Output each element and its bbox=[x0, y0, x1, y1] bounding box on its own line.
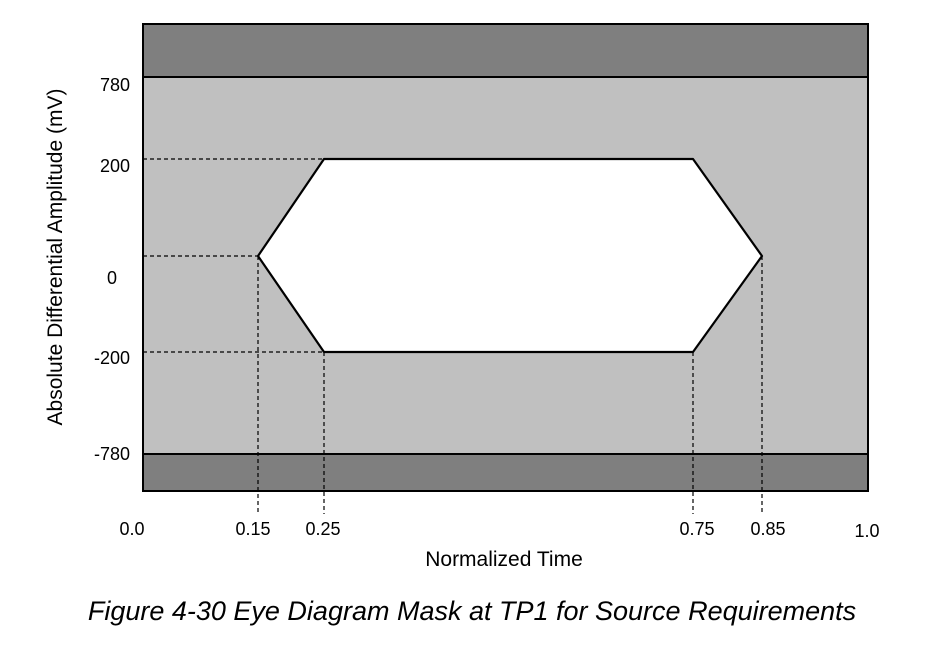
y-tick-0: 0 bbox=[107, 268, 117, 288]
outer-region-bottom bbox=[143, 454, 868, 491]
x-tick-0: 0.0 bbox=[119, 519, 144, 539]
plot-frame bbox=[142, 23, 869, 492]
x-tick-075: 0.75 bbox=[679, 519, 714, 539]
x-tick-015: 0.15 bbox=[235, 519, 270, 539]
y-tick-200: 200 bbox=[100, 156, 130, 176]
x-tick-025: 0.25 bbox=[305, 519, 340, 539]
x-tick-085: 0.85 bbox=[750, 519, 785, 539]
y-tick-minus-200: -200 bbox=[94, 348, 130, 368]
eye-opening bbox=[256, 157, 764, 354]
figure-caption: Figure 4-30 Eye Diagram Mask at TP1 for … bbox=[88, 596, 856, 626]
y-tick-minus-780: -780 bbox=[94, 444, 130, 464]
y-tick-780: 780 bbox=[100, 75, 130, 95]
y-axis-label: Absolute Differential Amplitude (mV) bbox=[44, 89, 67, 426]
x-axis-label: Normalized Time bbox=[425, 548, 583, 571]
outer-region-top bbox=[143, 24, 868, 77]
x-tick-1: 1.0 bbox=[854, 521, 879, 541]
reference-lines bbox=[143, 158, 763, 514]
